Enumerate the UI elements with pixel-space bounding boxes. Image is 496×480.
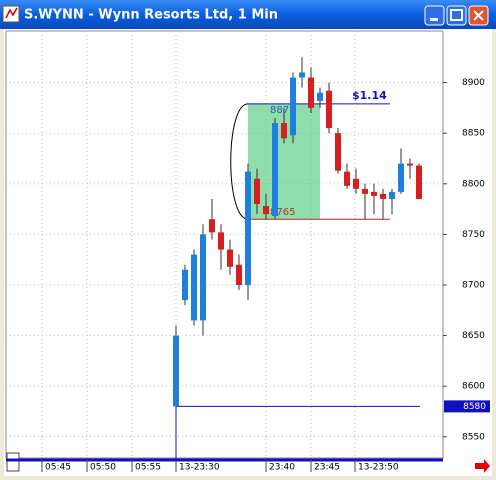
- candle-body: [263, 206, 269, 215]
- candle-body: [209, 219, 215, 233]
- candle-body: [200, 234, 206, 321]
- y-tick-label: 8600: [462, 382, 485, 392]
- price-tag: [444, 400, 490, 413]
- plot-area: [5, 30, 444, 459]
- candle-body: [335, 133, 341, 171]
- x-tick-label: 05:45: [45, 463, 71, 473]
- y-tick-label: 8850: [462, 129, 485, 139]
- range-diff-label: $1.14: [352, 89, 387, 102]
- y-tick-label: 8800: [462, 179, 485, 189]
- candle-body: [353, 178, 359, 189]
- x-tick-label: 05:55: [135, 463, 161, 473]
- candle-body: [173, 335, 179, 407]
- range-bracket: [230, 103, 249, 220]
- maximize-glyph: [450, 9, 463, 21]
- x-tick-label: 13-23:50: [358, 463, 399, 473]
- minimize-glyph: [430, 18, 438, 21]
- candle-body: [344, 171, 350, 186]
- candle-body: [416, 165, 422, 199]
- app-icon-glyph: [5, 7, 18, 19]
- candle-body: [281, 123, 287, 139]
- candle-body: [254, 178, 260, 205]
- candle-body: [236, 264, 242, 285]
- candle-body: [326, 90, 332, 129]
- x-tick-label: 23:40: [269, 463, 295, 473]
- candle-body: [371, 191, 377, 196]
- title-bar: [0, 0, 496, 29]
- minimize-button[interactable]: [424, 5, 445, 26]
- candle-body: [407, 163, 413, 166]
- close-glyph: [473, 10, 484, 21]
- candle-body: [191, 254, 197, 321]
- y-tick-label: 8900: [462, 78, 485, 88]
- scroll-thumb[interactable]: [6, 452, 20, 472]
- y-tick-label: 8550: [462, 432, 485, 442]
- candle-body: [317, 92, 323, 101]
- candle-body: [389, 191, 395, 199]
- y-tick-label: 8750: [462, 230, 485, 240]
- x-tick-label: 13-23:30: [179, 463, 220, 473]
- candle-body: [272, 123, 278, 217]
- candle-body: [299, 72, 305, 78]
- x-tick-label: 23:45: [314, 463, 340, 473]
- price-tag-label: 8580: [463, 402, 486, 412]
- y-tick-label: 8700: [462, 280, 485, 290]
- y-tick-label: 8650: [462, 331, 485, 341]
- candle-body: [218, 232, 224, 250]
- range-low-label: 8765: [270, 207, 295, 218]
- x-tick-label: 05:50: [90, 463, 116, 473]
- candle-body: [380, 193, 386, 199]
- maximize-button[interactable]: [446, 5, 467, 26]
- scroll-right-arrow[interactable]: [475, 459, 490, 473]
- candle-body: [290, 77, 296, 136]
- candle-body: [227, 249, 233, 267]
- window-title: S.WYNN - Wynn Resorts Ltd, 1 Min: [24, 8, 278, 23]
- range-high-label: 887: [270, 105, 289, 116]
- candle-body: [398, 163, 404, 192]
- candle-body: [308, 77, 314, 108]
- candle-body: [245, 171, 251, 285]
- candle-body: [362, 188, 368, 194]
- candle-body: [182, 269, 188, 301]
